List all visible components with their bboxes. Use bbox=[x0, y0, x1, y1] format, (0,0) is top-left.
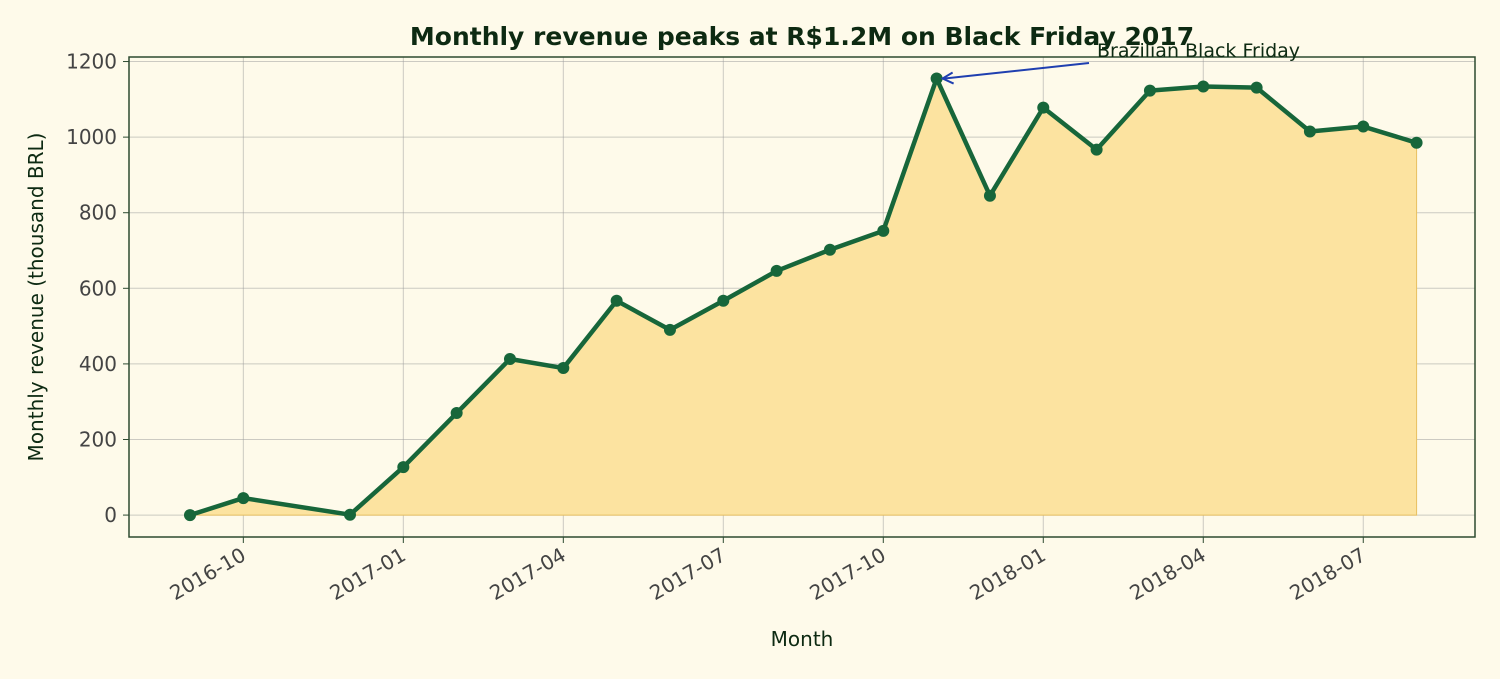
data-point bbox=[983, 189, 996, 202]
y-axis-label: Monthly revenue (thousand BRL) bbox=[24, 133, 48, 462]
x-tick-label: 2018-04 bbox=[1125, 543, 1209, 606]
data-point bbox=[610, 294, 623, 307]
y-tick-label: 1200 bbox=[66, 50, 117, 74]
data-point bbox=[1197, 80, 1210, 93]
data-point bbox=[663, 323, 676, 336]
y-tick-label: 200 bbox=[79, 427, 117, 451]
data-point bbox=[823, 243, 836, 256]
annotation-label: Brazilian Black Friday bbox=[1097, 40, 1300, 62]
data-point bbox=[1037, 101, 1050, 114]
y-tick-label: 1000 bbox=[66, 125, 117, 149]
y-tick-label: 400 bbox=[79, 352, 117, 376]
data-point bbox=[770, 264, 783, 277]
data-point bbox=[1143, 84, 1156, 97]
data-point bbox=[1410, 136, 1423, 149]
x-tick-label: 2016-10 bbox=[165, 543, 249, 606]
annotation-arrow bbox=[944, 62, 1090, 80]
data-point bbox=[1250, 81, 1263, 94]
y-tick-label: 0 bbox=[104, 503, 117, 527]
plot-frame bbox=[128, 56, 1476, 538]
data-point bbox=[1090, 143, 1103, 156]
x-tick-label: 2017-10 bbox=[805, 543, 889, 606]
data-point bbox=[450, 407, 463, 420]
arrowhead-icon bbox=[940, 71, 955, 85]
chart-title: Monthly revenue peaks at R$1.2M on Black… bbox=[410, 22, 1194, 51]
data-point bbox=[1357, 120, 1370, 133]
data-point bbox=[237, 492, 250, 505]
data-point bbox=[397, 461, 410, 474]
data-point bbox=[184, 509, 196, 522]
y-tick-label: 800 bbox=[79, 201, 117, 225]
data-point bbox=[717, 294, 730, 307]
x-tick-label: 2017-07 bbox=[645, 543, 729, 606]
x-tick-label: 2018-01 bbox=[965, 543, 1049, 606]
x-tick-label: 2018-07 bbox=[1285, 543, 1369, 606]
y-tick-label: 600 bbox=[79, 276, 117, 300]
revenue-area bbox=[189, 77, 1418, 516]
data-point bbox=[343, 508, 356, 521]
data-point bbox=[503, 352, 516, 365]
x-tick-label: 2017-01 bbox=[325, 543, 409, 606]
data-point bbox=[930, 72, 943, 85]
x-axis-label: Month bbox=[771, 627, 834, 651]
data-point bbox=[557, 362, 570, 375]
x-tick-label: 2017-04 bbox=[485, 543, 569, 606]
data-point bbox=[1303, 125, 1316, 138]
data-point bbox=[877, 224, 890, 237]
